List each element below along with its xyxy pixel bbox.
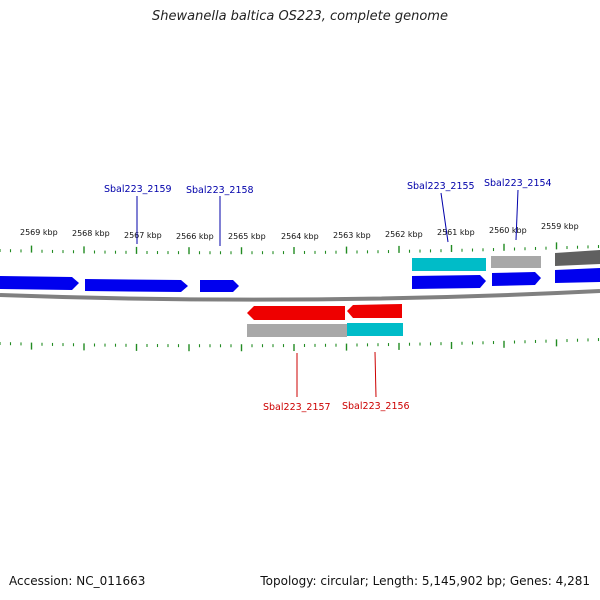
gene-arrow-sbal223-2157[interactable] [247,306,345,320]
gene-arrow-sbal223-2158[interactable] [200,280,239,292]
gene-label-sbal223-2156: Sbal223_2156 [342,401,410,412]
cds-bar-dark[interactable] [555,250,600,266]
gene-arrow-sbal223-2156[interactable] [347,304,402,318]
scale-label: 2563 kbp [333,231,371,240]
scale-labels: 2569 kbp 2568 kbp 2567 kbp 2566 kbp 2565 kbp… [20,222,579,241]
scale-label: 2564 kbp [281,232,319,241]
gene-arrow-forward-edge[interactable] [555,268,600,283]
accession-text: Accession: NC_011663 [9,574,146,588]
scale-label: 2560 kbp [489,226,527,235]
gene-arrow-forward[interactable] [0,276,79,290]
genome-backbone [0,289,600,302]
scale-label: 2562 kbp [385,230,423,239]
gene-arrow-sbal223-2155[interactable] [412,275,486,289]
gene-label-sbal223-2154: Sbal223_2154 [484,178,552,189]
gene-arrow-sbal223-2154[interactable] [492,272,541,286]
cds-bar-gray-reverse[interactable] [247,324,347,337]
gene-label-sbal223-2155: Sbal223_2155 [407,181,475,192]
scale-label: 2568 kbp [72,229,110,238]
forward-track [0,250,600,292]
scale-label: 2566 kbp [176,232,214,241]
scale-label: 2565 kbp [228,232,266,241]
label-leaders [136,189,519,398]
cds-bar-gray[interactable] [491,256,541,268]
cds-bar-cyan[interactable] [412,258,486,271]
genome-summary-text: Topology: circular; Length: 5,145,902 bp… [260,574,590,588]
scale-label: 2569 kbp [20,228,58,237]
scale-label: 2567 kbp [124,231,162,240]
map-title: Shewanella baltica OS223, complete genom… [152,9,448,24]
reverse-track [247,304,403,337]
scale-label: 2559 kbp [541,222,579,231]
inner-tick-ring [0,338,600,352]
gene-arrow-sbal223-2159[interactable] [85,279,188,292]
gene-label-sbal223-2158: Sbal223_2158 [186,185,254,196]
outer-tick-ring [0,242,600,255]
cds-bar-cyan-reverse[interactable] [347,323,403,336]
gene-label-sbal223-2159: Sbal223_2159 [104,184,172,195]
scale-label: 2561 kbp [437,228,475,237]
gene-label-sbal223-2157: Sbal223_2157 [263,402,331,413]
